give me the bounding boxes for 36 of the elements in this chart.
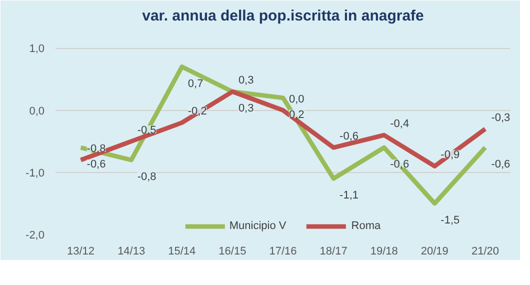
- data-label: -0,9: [440, 149, 460, 162]
- x-tick-label: 16/15: [218, 246, 246, 258]
- x-tick-label: 17/16: [269, 246, 297, 258]
- y-tick-label: -1,0: [26, 167, 45, 180]
- data-label: -0,6: [390, 158, 410, 171]
- data-label: 0,7: [188, 78, 204, 90]
- data-label: -0,6: [340, 130, 359, 143]
- x-tick-label: 21/20: [471, 246, 499, 258]
- data-label: -0,2: [188, 106, 207, 118]
- data-label: -0,5: [137, 124, 156, 136]
- x-tick-label: 19/18: [370, 246, 398, 258]
- data-label: -0,6: [86, 158, 106, 171]
- x-tick-label: 15/14: [168, 246, 196, 258]
- data-label: -0,8: [86, 142, 106, 155]
- y-tick-label: 1,0: [29, 43, 45, 56]
- data-label: -1,5: [440, 214, 460, 226]
- line-series: [78, 64, 488, 206]
- data-label: -0,8: [137, 170, 156, 183]
- data-label: -0,6: [491, 158, 510, 171]
- data-label: 0,3: [238, 102, 254, 115]
- x-tick-label: 14/13: [118, 246, 146, 258]
- data-label: -0,3: [491, 112, 510, 124]
- legend-label: Municipio V: [229, 220, 286, 232]
- x-tick-label: 18/17: [320, 246, 348, 258]
- line-series: [78, 89, 488, 168]
- data-label: -0,4: [390, 118, 410, 130]
- legend-label: Roma: [351, 220, 381, 232]
- data-label: 0,2: [289, 108, 304, 121]
- x-tick-label: 13/12: [67, 246, 95, 258]
- data-label: -1,1: [340, 190, 359, 202]
- x-tick-label: 20/19: [420, 246, 448, 258]
- y-tick-label: -2,0: [26, 230, 45, 242]
- chart-title: var. annua della pop.iscritta in anagrafe: [142, 8, 424, 24]
- data-label: 0,0: [289, 93, 304, 106]
- data-label: 0,3: [238, 74, 254, 87]
- y-tick-label: 0,0: [29, 105, 45, 118]
